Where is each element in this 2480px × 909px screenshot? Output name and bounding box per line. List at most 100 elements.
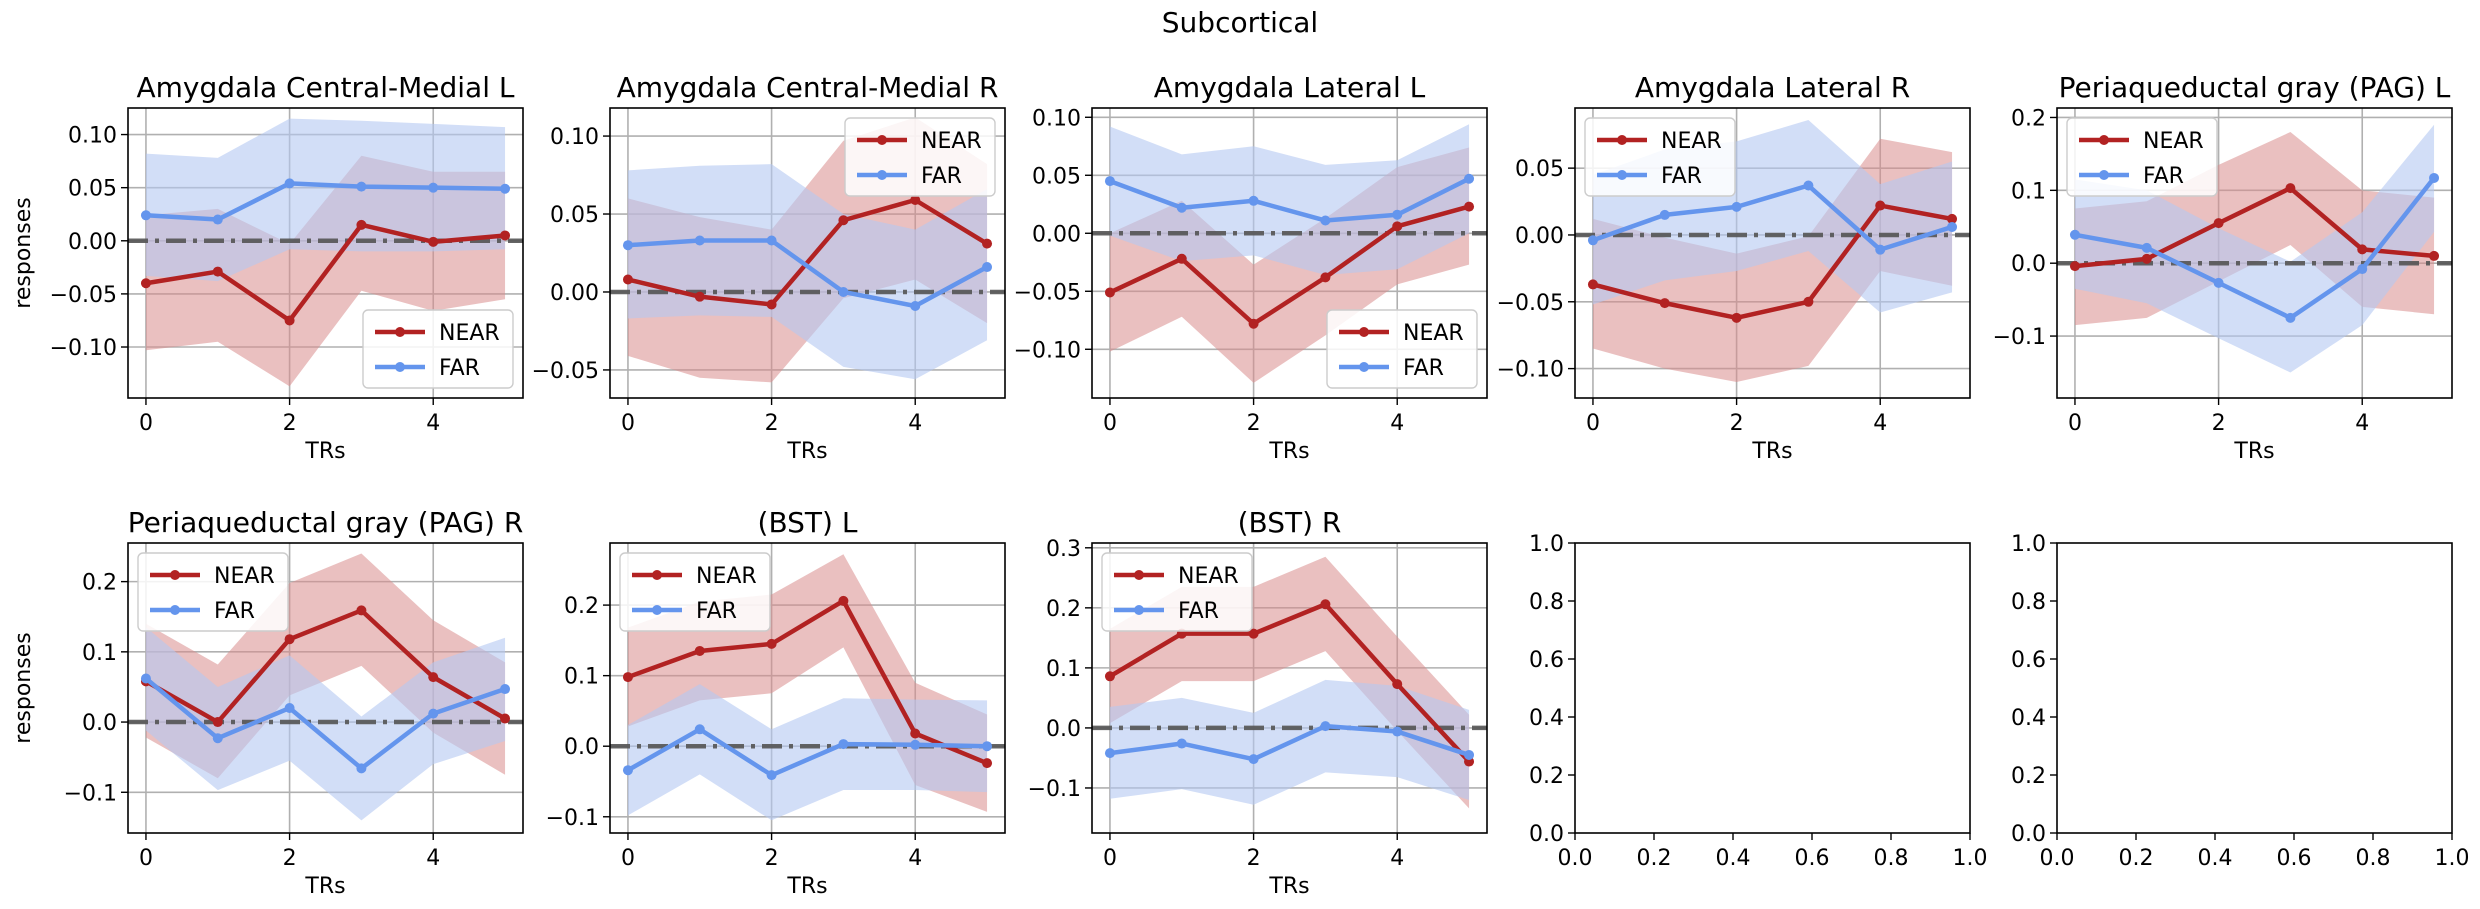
y-tick-label: 0.1 [82,641,117,666]
data-point-near [356,219,367,230]
data-point-near [766,299,777,310]
x-tick-label: 0 [2068,411,2082,436]
data-point-far [622,240,633,251]
y-tick-label: 0.4 [2011,706,2046,731]
plot-area [1092,124,1487,383]
y-tick-label: 0.6 [1529,648,1564,673]
band-far [627,684,988,821]
plot-area [2057,124,2452,373]
data-point-near [910,194,921,205]
legend-label-far: FAR [1403,356,1444,381]
y-tick-label: 0.10 [68,124,117,149]
x-tick-label: 2 [2212,411,2226,436]
subplot-title: Periaqueductal gray (PAG) L [2059,71,2451,104]
data-point-near [1320,599,1331,610]
y-axis-label: responses [11,197,36,308]
legend-marker-far [395,362,405,372]
subplot-6: 0 2 4 −0.1 0.0 0.1 0.2 Periaqueductal gray (PAG… [11,506,524,899]
y-tick-label: −0.10 [1014,338,1081,363]
subplot-title: Amygdala Central-Medial R [617,71,999,104]
data-point-near [212,266,223,277]
data-point-far [1320,215,1331,226]
legend-marker-far [1617,170,1627,180]
axes-frame [127,107,524,399]
legend-marker-far [1134,605,1144,615]
legend-label-near: NEAR [921,129,982,154]
data-point-near [1731,312,1742,323]
data-point-far [356,181,367,192]
data-point-near [1947,213,1958,224]
data-point-far [2357,264,2368,275]
data-point-far [1464,749,1475,760]
band-far [145,118,506,282]
x-tick-label: 0.4 [2198,846,2233,871]
data-point-near [766,638,777,649]
data-point-near [982,238,993,249]
data-point-near [500,230,511,241]
series-line-far [626,727,988,778]
axes-frame [609,542,1006,834]
x-tick-label: 0.6 [2277,846,2312,871]
data-point-near [622,672,633,683]
data-point-far [140,210,151,221]
y-tick-label: 0.05 [550,203,599,228]
legend-label-near: NEAR [439,321,500,346]
y-tick-label: 0.10 [550,125,599,150]
legend-marker-near [1134,570,1144,580]
y-tick-label: −0.05 [1014,280,1081,305]
y-axis-label: responses [11,632,36,743]
y-tick-label: −0.10 [50,336,117,361]
data-point-far [838,286,849,297]
subplot-7: 0 2 4 −0.1 0.0 0.1 0.2 (BST) L TRs NEAR FAR [546,506,1006,899]
data-point-far [982,262,993,273]
data-point-far [910,739,921,750]
x-axis-label: TRs [1268,874,1309,899]
data-point-far [838,739,849,750]
data-point-near [212,717,223,728]
axes-frame [127,542,524,834]
legend-marker-near [2099,135,2109,145]
data-point-near [694,291,705,302]
data-point-far [1176,202,1187,213]
x-tick-label: 4 [426,846,440,871]
data-point-far [766,235,777,246]
x-tick-label: 4 [908,846,922,871]
legend: NEAR FAR [2066,117,2218,197]
data-point-far [1392,726,1403,737]
legend-marker-near [1359,327,1369,337]
y-tick-label: 0.2 [82,571,117,596]
x-tick-label: 2 [1730,411,1744,436]
legend-marker-far [1359,362,1369,372]
y-tick-label: 0.0 [2011,822,2046,847]
data-point-near [1464,201,1475,212]
y-tick-label: 0.0 [1529,822,1564,847]
y-tick-label: 1.0 [2011,532,2046,557]
band-far [2074,124,2435,373]
legend: NEAR FAR [137,552,289,632]
data-point-far [1875,244,1886,255]
y-tick-label: 0.0 [2011,252,2046,277]
data-point-near [2141,253,2152,264]
legend-label-far: FAR [439,356,480,381]
data-point-near [838,215,849,226]
legend-label-near: NEAR [696,564,757,589]
y-tick-label: 0.05 [1515,157,1564,182]
y-tick-label: 0.2 [564,594,599,619]
subplot-title: Amygdala Central-Medial L [137,71,515,104]
band-far [627,164,988,380]
x-tick-label: 0.2 [2119,846,2154,871]
axes-frame [1574,542,1971,834]
data-point-far [1803,180,1814,191]
series-line-far [1592,183,1953,252]
series-line-far [144,676,506,771]
data-point-near [356,605,367,616]
x-axis-label: TRs [786,874,827,899]
y-tick-label: 1.0 [1529,532,1564,557]
x-tick-label: 0.8 [1874,846,1909,871]
data-point-near [1392,221,1403,232]
data-point-far [1104,748,1115,759]
data-point-far [1464,173,1475,184]
x-tick-label: 0.2 [1637,846,1672,871]
data-point-far [1320,721,1331,732]
x-tick-label: 0.8 [2356,846,2391,871]
